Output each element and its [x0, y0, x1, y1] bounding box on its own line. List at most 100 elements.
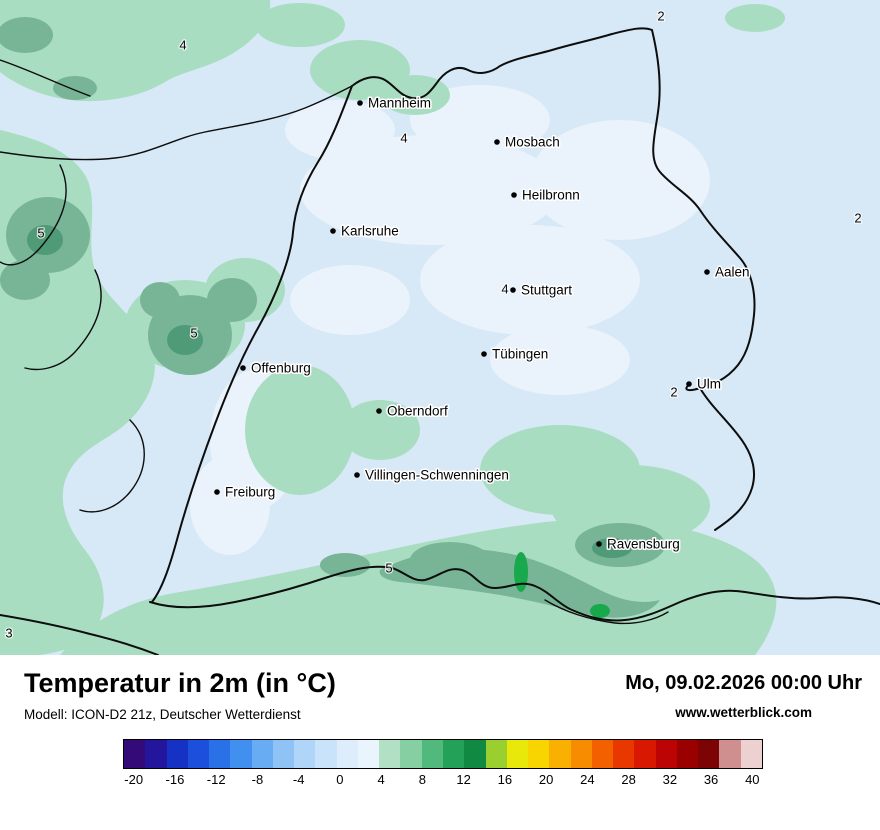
- city-label: Ravensburg: [607, 537, 680, 552]
- colorbar-tick-label: 8: [418, 772, 426, 787]
- colorbar-segment: [464, 740, 486, 768]
- temperature-map: 4 2 4 2 5 5 4 2 5 3 Mannheim Mosbach Heilbronn Karls…: [0, 0, 880, 655]
- city-label: Freiburg: [225, 485, 275, 500]
- border-line-northwest: [0, 85, 353, 161]
- colorbar-segment: [400, 740, 422, 768]
- colorbar-tick-label: 40: [745, 772, 760, 787]
- pale-regions: [190, 85, 710, 555]
- city-dot: [596, 541, 602, 547]
- border-line-east: [651, 29, 756, 392]
- colorbar-segment: [698, 740, 720, 768]
- colorbar-segment: [379, 740, 401, 768]
- temp-value-label: 3: [5, 626, 12, 641]
- colorbar-segment: [591, 740, 614, 768]
- city-marker: Freiburg: [214, 483, 277, 501]
- colorbar-tick-label: 20: [538, 772, 554, 787]
- footer-right-column: Mo, 09.02.2026 00:00 Uhr www.wetterblick…: [625, 668, 862, 720]
- colorbar-tick-label: 16: [497, 772, 513, 787]
- colorbar-segment: [719, 740, 741, 768]
- dark-green-region: [0, 260, 50, 300]
- border-line-southwest: [0, 614, 159, 655]
- colorbar-segment: [336, 740, 358, 768]
- city-marker: Ravensburg: [596, 535, 681, 553]
- pale-region: [190, 455, 270, 555]
- temp-value-label: 5: [37, 226, 44, 241]
- city-label: Karlsruhe: [341, 224, 399, 239]
- green-region: [725, 4, 785, 32]
- city-label: Offenburg: [251, 361, 311, 376]
- colorbar-segment: [676, 740, 699, 768]
- colorbar-ticks: -20 -16 -12 -8 -4 0 4 8 12 16 20 24 28 32 36 40: [123, 772, 763, 790]
- city-marker: Mosbach: [494, 133, 561, 151]
- city-marker: Heilbronn: [511, 186, 581, 204]
- colorbar-segment: [634, 740, 656, 768]
- pale-region: [420, 225, 640, 335]
- border-lines: [0, 27, 880, 655]
- colorbar-tick-label: -12: [206, 772, 226, 787]
- city-dot: [511, 192, 517, 198]
- city-marker: Aalen: [704, 263, 751, 281]
- colorbar-segment: [442, 740, 465, 768]
- dark-green-region: [0, 17, 53, 53]
- pale-region: [285, 100, 395, 160]
- colorbar-segment: [166, 740, 188, 768]
- border-line-france-1: [0, 164, 67, 266]
- colorbar-segment: [357, 740, 380, 768]
- colorbar-tick-label: -16: [165, 772, 185, 787]
- dark-green-region: [320, 553, 370, 577]
- colorbar-tick-label: 12: [456, 772, 471, 787]
- temp-value-label: 4: [179, 38, 186, 53]
- pale-region: [490, 325, 630, 395]
- border-line-southeast: [699, 387, 756, 531]
- border-line-rhine: [151, 85, 353, 603]
- city-label: Mosbach: [505, 135, 560, 150]
- temp-value-label: 4: [501, 282, 508, 297]
- accent-green-region: [27, 225, 63, 255]
- accent-green-region: [592, 538, 632, 558]
- city-layer: Mannheim Mosbach Heilbronn Karlsruhe Stuttga…: [214, 94, 751, 553]
- forecast-datetime: Mo, 09.02.2026 00:00 Uhr: [625, 672, 862, 694]
- colorbar-segment: [187, 740, 210, 768]
- colorbar-segment: [655, 740, 677, 768]
- border-line-lake-constance: [544, 599, 669, 625]
- pale-region: [300, 135, 560, 245]
- city-marker: Offenburg: [240, 359, 312, 377]
- city-dot: [376, 408, 382, 414]
- city-marker: Stuttgart: [510, 281, 574, 299]
- city-dot: [481, 351, 487, 357]
- city-label: Aalen: [715, 265, 750, 280]
- colorbar-segment: [506, 740, 529, 768]
- temp-layer: 4 2 4 2 5 5 4 2 5 3: [4, 7, 863, 642]
- city-marker: Oberndorf: [376, 402, 450, 420]
- colorbar-segment: [251, 740, 273, 768]
- city-marker: Ulm: [686, 375, 723, 393]
- city-marker: Mannheim: [357, 94, 433, 112]
- bright-green-spots: [514, 552, 610, 618]
- city-marker: Karlsruhe: [330, 222, 400, 240]
- colorbar-segment: [145, 740, 167, 768]
- border-line-france-2: [24, 269, 102, 371]
- green-region: [340, 400, 420, 460]
- green-region: [255, 3, 345, 47]
- colorbar-tick-label: -4: [292, 772, 305, 787]
- accent-green-regions: [27, 225, 632, 558]
- colorbar-wrap: -20 -16 -12 -8 -4 0 4 8 12 16 20 24 28 32 36 40: [24, 739, 862, 790]
- colorbar-tick-label: -20: [124, 772, 144, 787]
- city-marker: Tübingen: [481, 345, 550, 363]
- green-region: [550, 465, 710, 545]
- page-title: Temperatur in 2m (in °C): [24, 668, 336, 698]
- colorbar-segment: [570, 740, 592, 768]
- map-canvas: 4 2 4 2 5 5 4 2 5 3 Mannheim Mosbach Heilbronn Karls…: [0, 0, 880, 655]
- green-region: [380, 75, 450, 115]
- city-dot: [704, 269, 710, 275]
- city-dot: [494, 139, 500, 145]
- city-dot: [330, 228, 336, 234]
- colorbar-tick-label: 32: [662, 772, 678, 787]
- colorbar-segment: [421, 740, 443, 768]
- colorbar-segment: [209, 740, 231, 768]
- accent-green-region: [167, 325, 203, 355]
- colorbar-tick-label: 0: [336, 772, 344, 787]
- temp-value-label: 2: [670, 385, 677, 400]
- colorbar-segment: [613, 740, 635, 768]
